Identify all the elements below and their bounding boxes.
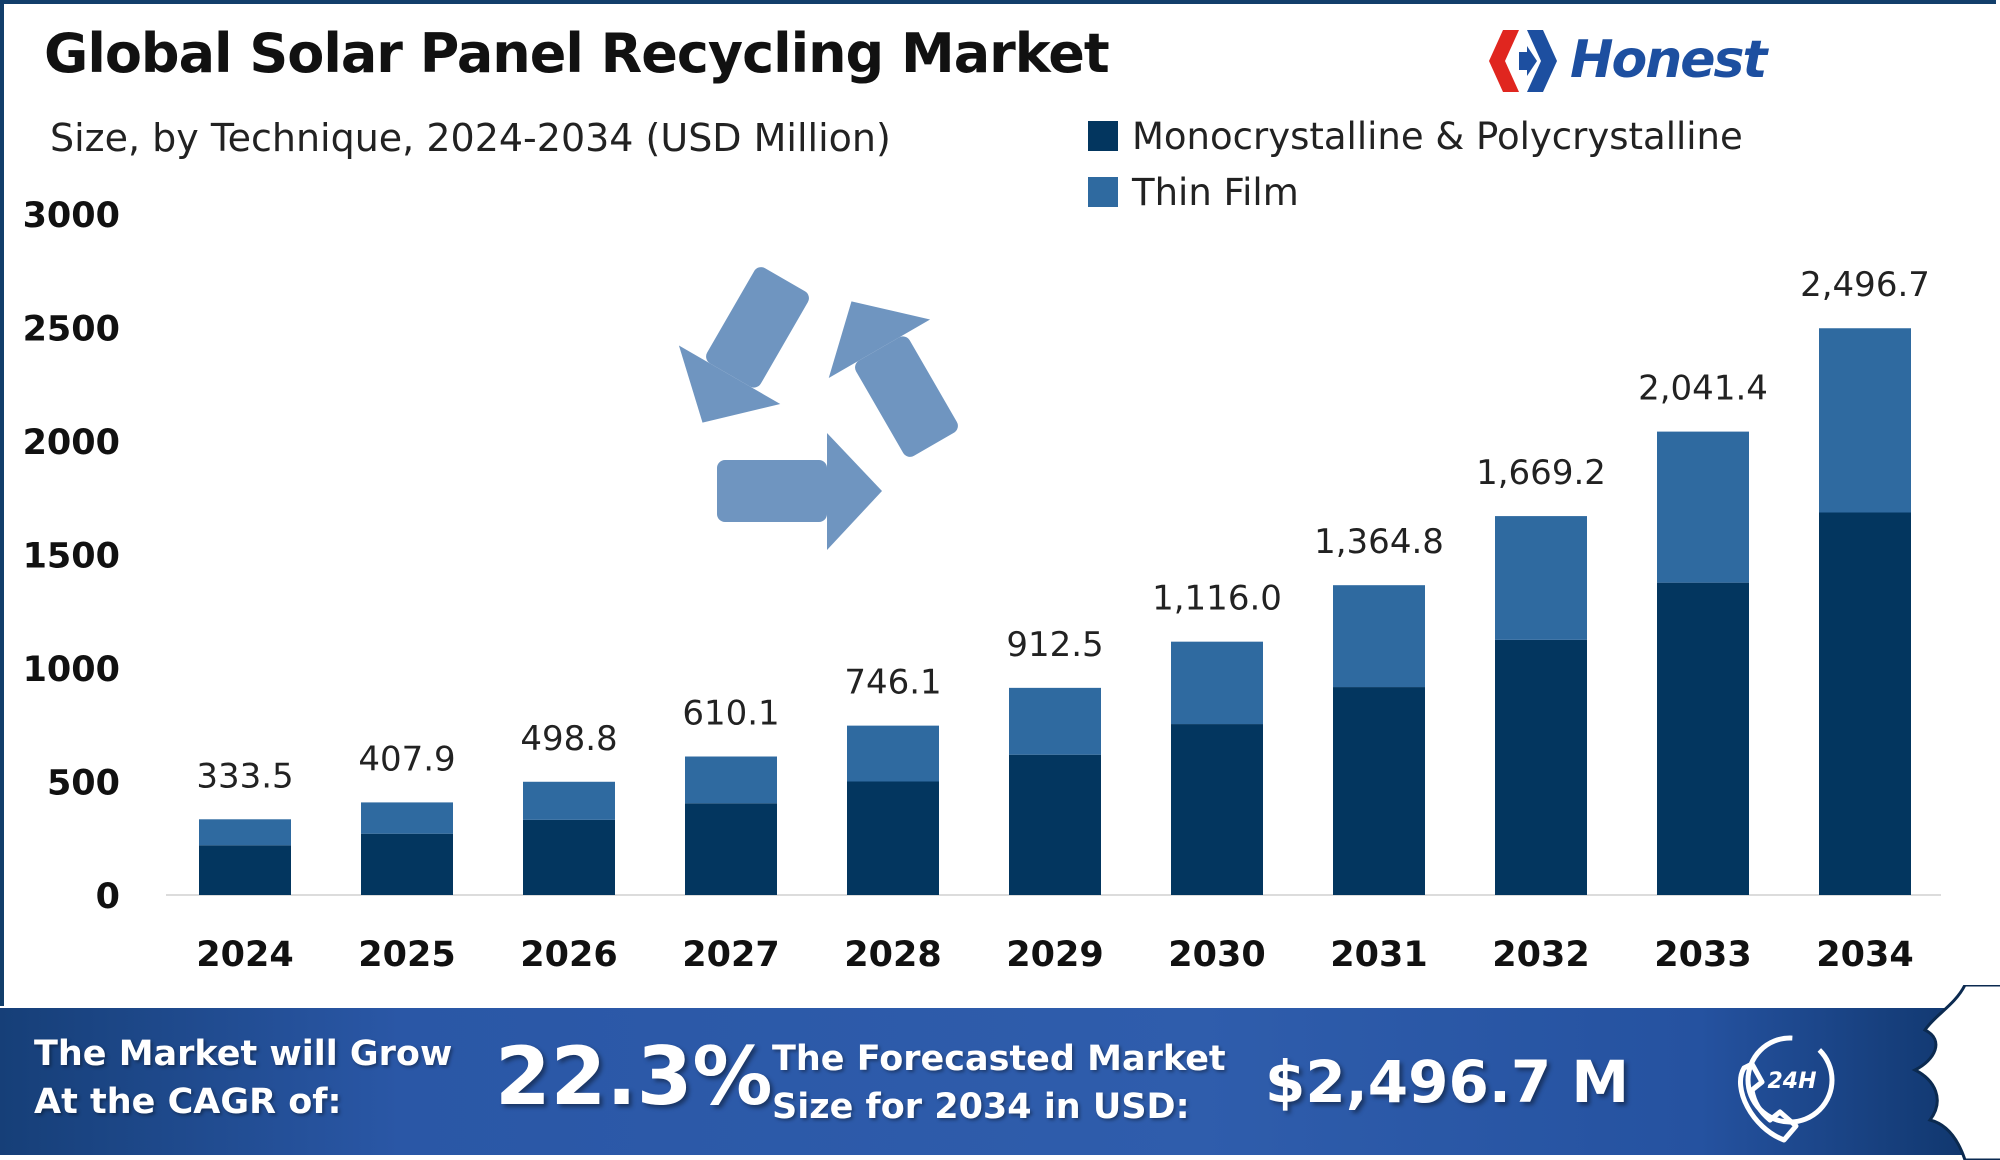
legend: Monocrystalline & Polycrystalline Thin F… (1088, 108, 1743, 220)
bar-thin-film-2030 (1171, 641, 1263, 725)
bar-mono-2033 (1657, 582, 1749, 895)
data-label: 2,496.7 (1800, 265, 1930, 305)
x-tick-label: 2030 (1168, 935, 1265, 975)
cagr-value: 22.3% (495, 1030, 773, 1123)
footer-banner (0, 1008, 2000, 1155)
x-tick-label: 2028 (844, 935, 941, 975)
y-tick-label: 2000 (23, 423, 120, 463)
x-tick-label: 2031 (1330, 935, 1427, 975)
bar-thin-film-2033 (1657, 431, 1749, 583)
chart-frame (0, 0, 1996, 1006)
x-tick-label: 2025 (358, 935, 455, 975)
data-label: 407.9 (358, 739, 455, 779)
y-tick-label: 1000 (23, 650, 120, 690)
y-tick-label: 1500 (23, 537, 120, 577)
y-tick-label: 3000 (23, 196, 120, 236)
decorative-cloud (1911, 985, 2000, 1160)
bar-mono-2026 (523, 819, 615, 895)
honest-logo: Honest (1475, 28, 1805, 94)
data-label: 2,041.4 (1638, 369, 1768, 409)
bars: 333.5 407.9 498.8 610.1 746.1 912.5 1,116.0 1,3… (196, 265, 1930, 895)
x-tick-label: 2026 (520, 935, 617, 975)
phone-24h-icon: 24H (1738, 1035, 1835, 1143)
bar-thin-film-2034 (1819, 328, 1911, 513)
legend-label: Thin Film (1132, 170, 1299, 214)
x-tick-label: 2032 (1492, 935, 1589, 975)
forecast-label: The Forecasted Market Size for 2034 in U… (772, 1035, 1226, 1131)
bar-thin-film-2032 (1495, 516, 1587, 640)
bar-mono-2027 (685, 803, 777, 895)
data-label: 1,116.0 (1152, 579, 1282, 619)
bar-thin-film-2029 (1009, 687, 1101, 755)
x-axis: 2024 2025 2026 2027 2028 2029 2030 2031 2032 2033… (196, 935, 1913, 975)
support-hours-text: 24H (1767, 1069, 1816, 1094)
bar-thin-film-2027 (685, 756, 777, 804)
y-tick-label: 500 (47, 764, 120, 804)
honest-logo-icon (1489, 30, 1557, 92)
bar-thin-film-2024 (199, 819, 291, 846)
cagr-label-line1: The Market will Grow (34, 1034, 453, 1074)
data-label: 1,364.8 (1314, 522, 1444, 562)
bar-mono-2032 (1495, 639, 1587, 895)
chart-title: Global Solar Panel Recycling Market (44, 22, 1110, 85)
y-axis: 0 500 1000 1500 2000 2500 3000 (23, 196, 120, 917)
bar-mono-2034 (1819, 512, 1911, 895)
bar-mono-2029 (1009, 754, 1101, 895)
x-tick-label: 2027 (682, 935, 779, 975)
legend-item-thin-film: Thin Film (1088, 164, 1743, 220)
bar-thin-film-2031 (1333, 585, 1425, 688)
bar-mono-2028 (847, 781, 939, 895)
bar-mono-2025 (361, 833, 453, 895)
data-label: 1,669.2 (1476, 453, 1606, 493)
legend-swatch-thin-film (1088, 177, 1118, 207)
data-label: 912.5 (1006, 625, 1103, 665)
bar-mono-2031 (1333, 687, 1425, 895)
bar-thin-film-2028 (847, 725, 939, 782)
x-tick-label: 2024 (196, 935, 293, 975)
bar-mono-2030 (1171, 724, 1263, 895)
data-label: 746.1 (844, 663, 941, 703)
forecast-value: $2,496.7 M (1265, 1048, 1630, 1116)
x-tick-label: 2034 (1816, 935, 1913, 975)
y-tick-label: 2500 (23, 310, 120, 350)
data-label: 498.8 (520, 719, 617, 759)
forecast-label-line2: Size for 2034 in USD: (772, 1087, 1190, 1127)
forecast-label-line1: The Forecasted Market (772, 1039, 1226, 1079)
bar-thin-film-2026 (523, 781, 615, 820)
chart-subtitle: Size, by Technique, 2024-2034 (USD Milli… (50, 116, 891, 160)
data-label: 333.5 (196, 756, 293, 796)
legend-label: Monocrystalline & Polycrystalline (1132, 114, 1743, 158)
legend-item-mono: Monocrystalline & Polycrystalline (1088, 108, 1743, 164)
cagr-label-line2: At the CAGR of: (34, 1082, 342, 1122)
bar-chart: 0 500 1000 1500 2000 2500 3000 333.5 407.9 498.8… (23, 196, 1941, 975)
y-tick-label: 0 (96, 877, 120, 917)
bar-mono-2024 (199, 845, 291, 895)
x-tick-label: 2029 (1006, 935, 1103, 975)
cagr-label: The Market will Grow At the CAGR of: (34, 1030, 452, 1126)
legend-swatch-mono (1088, 121, 1118, 151)
x-tick-label: 2033 (1654, 935, 1751, 975)
logo-text: Honest (1570, 30, 1767, 90)
bar-thin-film-2025 (361, 802, 453, 834)
data-label: 610.1 (682, 694, 779, 734)
recycle-icon (678, 267, 958, 550)
